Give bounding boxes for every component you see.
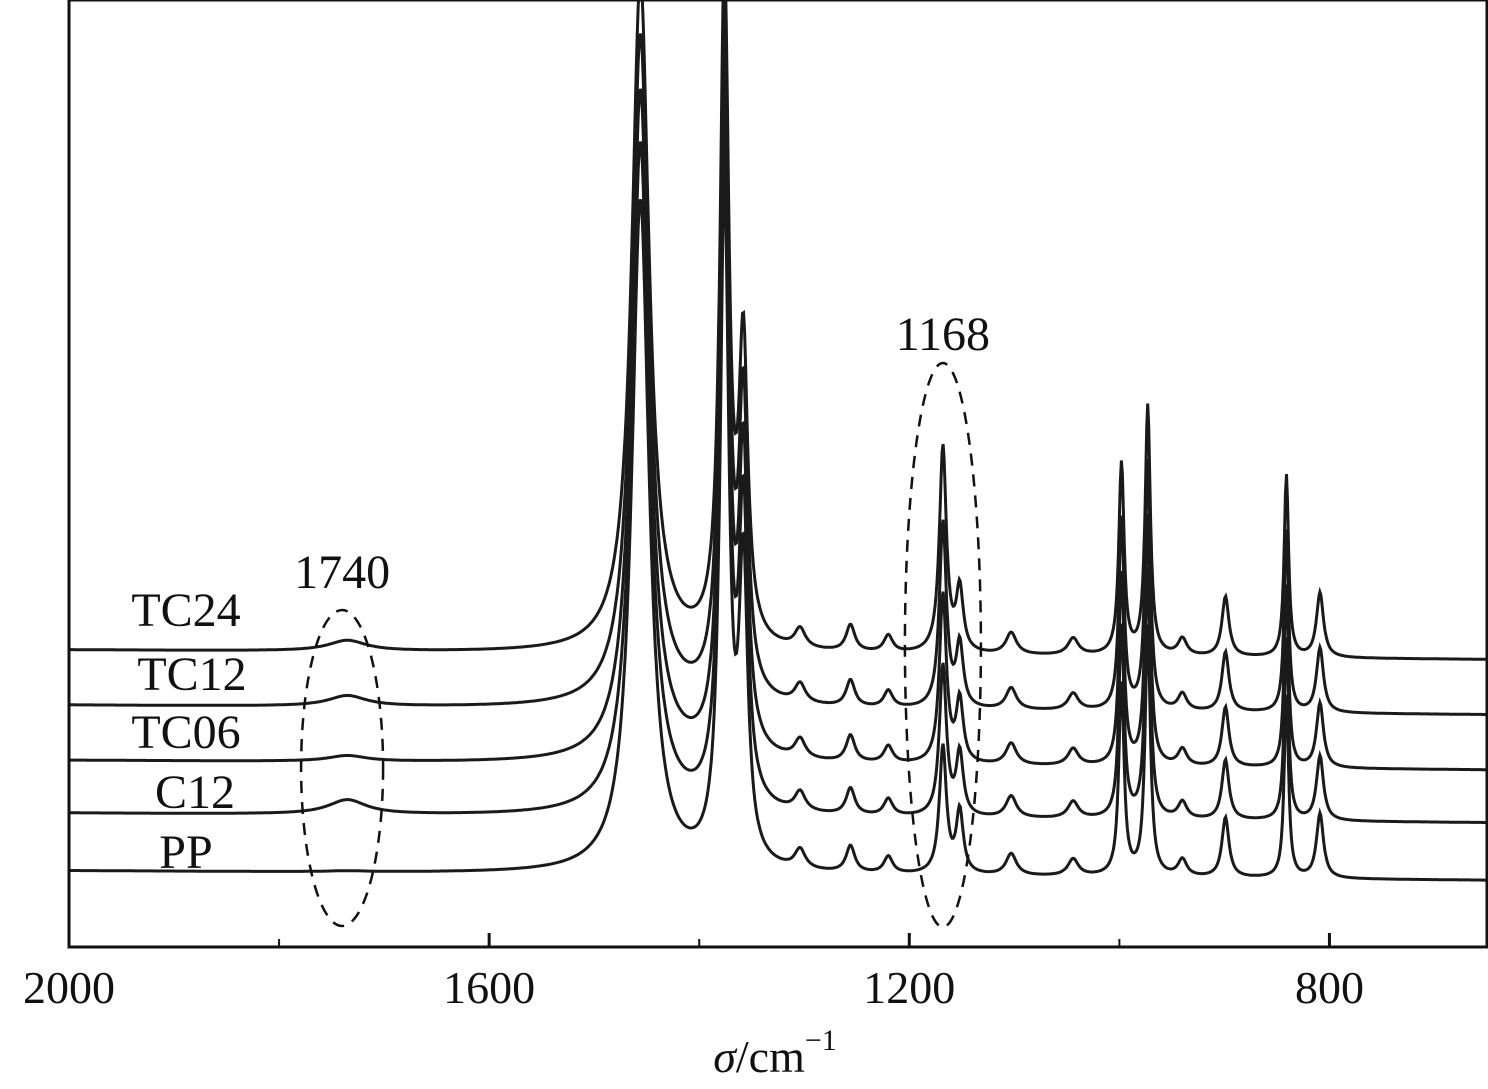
series-line-tc12	[69, 6, 1487, 716]
x-axis: 2000 1600 1200 800	[23, 933, 1364, 1013]
x-tick-label-1200: 1200	[863, 962, 955, 1013]
series-label-tc12: TC12	[137, 648, 246, 701]
annotations: 1740 1168	[294, 308, 990, 929]
series-label-c12: C12	[155, 766, 235, 819]
annotation-label-1740: 1740	[294, 546, 390, 599]
annotation-ellipse-1740	[299, 608, 385, 928]
series-line-c12	[69, 114, 1487, 824]
x-tick-label-800: 800	[1295, 962, 1364, 1013]
series-label-pp: PP	[159, 826, 212, 879]
series-line-pp	[69, 172, 1487, 882]
x-axis-title: σ/cm−1	[713, 1024, 837, 1082]
x-tick-label-2000: 2000	[23, 962, 115, 1013]
series-line-tc24	[69, 0, 1487, 661]
plot-frame	[67, 0, 1488, 949]
series-label-tc06: TC06	[131, 706, 240, 759]
series-line-tc06	[69, 61, 1487, 772]
annotation-label-1168: 1168	[896, 308, 990, 361]
series-traces	[69, 0, 1487, 882]
series-label-tc24: TC24	[131, 584, 240, 637]
x-tick-label-1600: 1600	[443, 962, 535, 1013]
annotation-ellipse-1168	[903, 361, 983, 929]
